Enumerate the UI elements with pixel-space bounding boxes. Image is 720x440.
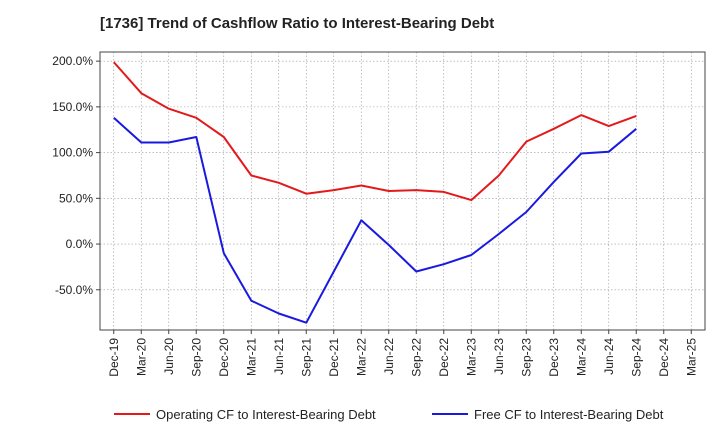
y-tick-label: 100.0%	[52, 146, 93, 160]
y-tick-label: 0.0%	[66, 237, 94, 251]
legend: Operating CF to Interest-Bearing Debt Fre…	[114, 407, 664, 422]
x-tick-label: Dec-24	[657, 338, 671, 377]
x-tick-label: Mar-21	[244, 338, 258, 376]
series-layer	[113, 61, 637, 324]
x-tick-label: Dec-20	[217, 338, 231, 377]
x-tick-label: Mar-22	[354, 338, 368, 376]
legend-label-1: Operating CF to Interest-Bearing Debt	[156, 407, 376, 422]
x-tick-label: Jun-23	[492, 338, 506, 375]
x-tick-label: Mar-20	[134, 338, 148, 376]
x-tick-label: Mar-24	[574, 338, 588, 376]
y-tick-label: 150.0%	[52, 100, 93, 114]
legend-label-2: Free CF to Interest-Bearing Debt	[474, 407, 664, 422]
y-tick-label: 200.0%	[52, 54, 93, 68]
x-tick-label: Sep-22	[409, 338, 423, 377]
x-tick-label: Sep-24	[629, 338, 643, 377]
y-tick-label: 50.0%	[59, 191, 93, 205]
x-tick-label: Sep-20	[189, 338, 203, 377]
x-tick-label: Jun-20	[162, 338, 176, 375]
x-tick-label: Mar-23	[464, 338, 478, 376]
series-line-1	[113, 61, 637, 202]
x-tick-label: Mar-25	[684, 338, 698, 376]
x-tick-label: Jun-21	[272, 338, 286, 375]
x-tick-label: Jun-24	[602, 338, 616, 375]
x-tick-label: Dec-23	[547, 338, 561, 377]
x-tick-label: Dec-22	[437, 338, 451, 377]
y-axis-ticks: 200.0% 150.0% 100.0% 50.0% 0.0% -50.0%	[52, 54, 100, 297]
x-tick-label: Sep-21	[299, 338, 313, 377]
x-tick-label: Dec-19	[107, 338, 121, 377]
x-tick-label: Jun-22	[382, 338, 396, 375]
plot-frame	[99, 51, 706, 331]
y-tick-label: -50.0%	[55, 283, 93, 297]
series-line-2	[113, 117, 637, 324]
x-tick-label: Sep-23	[519, 338, 533, 377]
chart-title: [1736] Trend of Cashflow Ratio to Intere…	[100, 15, 495, 32]
x-axis-ticks: Dec-19 Mar-20 Jun-20 Sep-20 Dec-20 Mar-21 Jun-…	[107, 330, 698, 377]
x-tick-label: Dec-21	[327, 338, 341, 377]
